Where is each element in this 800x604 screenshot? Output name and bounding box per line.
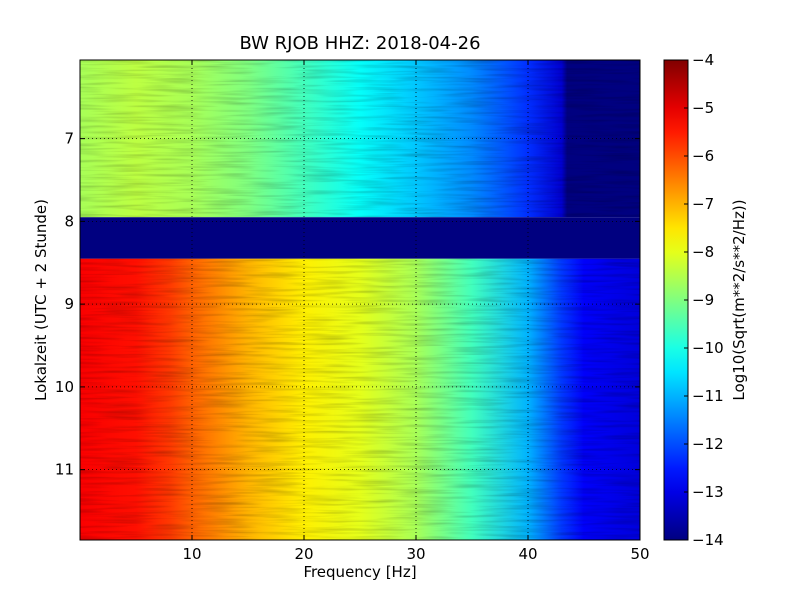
spectrogram-texture [80, 258, 640, 540]
colorbar: −4 −5 −6 −7 −8 −9 −10 −11 −12 −13 −14 [663, 51, 724, 549]
plot-area [80, 60, 640, 540]
x-tick-label: 20 [294, 545, 313, 563]
colorbar-tick-label: −6 [692, 147, 714, 165]
y-axis-label: Lokalzeit (UTC + 2 Stunde) [32, 199, 50, 401]
data-gap [80, 217, 640, 259]
colorbar-tick-label: −14 [692, 531, 724, 549]
x-tick-label: 40 [518, 545, 537, 563]
axes: 10 20 30 40 50 7 8 9 10 11 [55, 59, 650, 563]
colorbar-tick-label: −9 [692, 291, 714, 309]
y-tick-label: 8 [64, 212, 74, 230]
colorbar-tick-label: −7 [692, 195, 714, 213]
colorbar-tick-label: −4 [692, 51, 714, 69]
colorbar-label: Log10(Sqrt(m**2/s**2/Hz)) [730, 199, 748, 400]
colorbar-tick-label: −11 [692, 387, 724, 405]
colorbar-tick-label: −12 [692, 435, 724, 453]
colorbar-tick-label: −13 [692, 483, 724, 501]
x-tick-label: 50 [630, 545, 649, 563]
y-tick-label: 9 [64, 295, 74, 313]
colorbar-tick-label: −5 [692, 99, 714, 117]
y-tick-label: 10 [55, 378, 74, 396]
plot-content [80, 60, 640, 540]
colorbar-tick-label: −10 [692, 339, 724, 357]
x-axis-label: Frequency [Hz] [303, 563, 416, 581]
x-tick-label: 10 [182, 545, 201, 563]
y-tick-label: 11 [55, 461, 74, 479]
x-tick-label: 30 [406, 545, 425, 563]
colorbar-tick-label: −8 [692, 243, 714, 261]
plot-frame [79, 59, 641, 541]
chart-title: BW RJOB HHZ: 2018-04-26 [239, 33, 480, 54]
y-tick-label: 7 [64, 130, 74, 148]
